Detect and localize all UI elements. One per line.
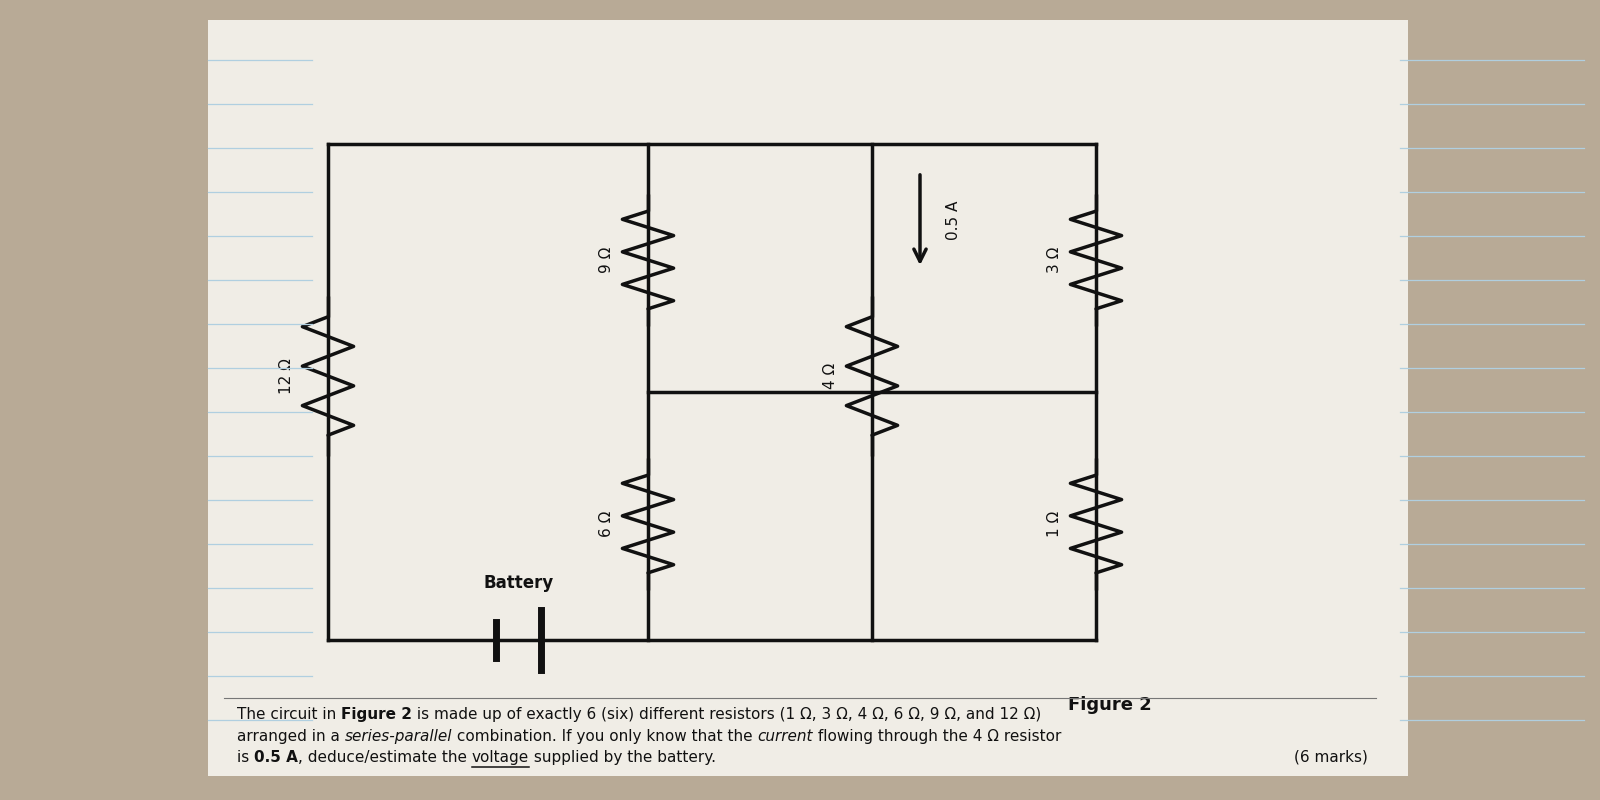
Text: 6 Ω: 6 Ω xyxy=(598,511,614,537)
Text: series-parallel: series-parallel xyxy=(344,729,453,744)
Text: The circuit in: The circuit in xyxy=(237,707,341,722)
Text: supplied by the battery.: supplied by the battery. xyxy=(530,750,715,765)
Text: Figure 2: Figure 2 xyxy=(341,707,411,722)
Text: is: is xyxy=(237,750,254,765)
Text: flowing through the 4 Ω resistor: flowing through the 4 Ω resistor xyxy=(813,729,1061,744)
Text: 1 Ω: 1 Ω xyxy=(1046,511,1062,537)
Text: 0.5 A: 0.5 A xyxy=(946,200,960,240)
Text: current: current xyxy=(757,729,813,744)
Text: 12 Ω: 12 Ω xyxy=(278,358,294,394)
Text: 4 Ω: 4 Ω xyxy=(822,363,838,389)
Text: voltage: voltage xyxy=(472,750,530,765)
Text: Figure 2: Figure 2 xyxy=(1069,696,1152,714)
Text: , deduce/estimate the: , deduce/estimate the xyxy=(298,750,472,765)
Text: 3 Ω: 3 Ω xyxy=(1046,247,1062,273)
Text: arranged in a: arranged in a xyxy=(237,729,344,744)
Text: combination. If you only know that the: combination. If you only know that the xyxy=(453,729,757,744)
Text: (6 marks): (6 marks) xyxy=(1294,750,1368,765)
Text: 0.5 A: 0.5 A xyxy=(254,750,298,765)
Text: is made up of exactly 6 (six) different resistors (1 Ω, 3 Ω, 4 Ω, 6 Ω, 9 Ω, and : is made up of exactly 6 (six) different … xyxy=(411,707,1042,722)
Text: 9 Ω: 9 Ω xyxy=(598,247,614,273)
Text: Battery: Battery xyxy=(483,574,554,592)
